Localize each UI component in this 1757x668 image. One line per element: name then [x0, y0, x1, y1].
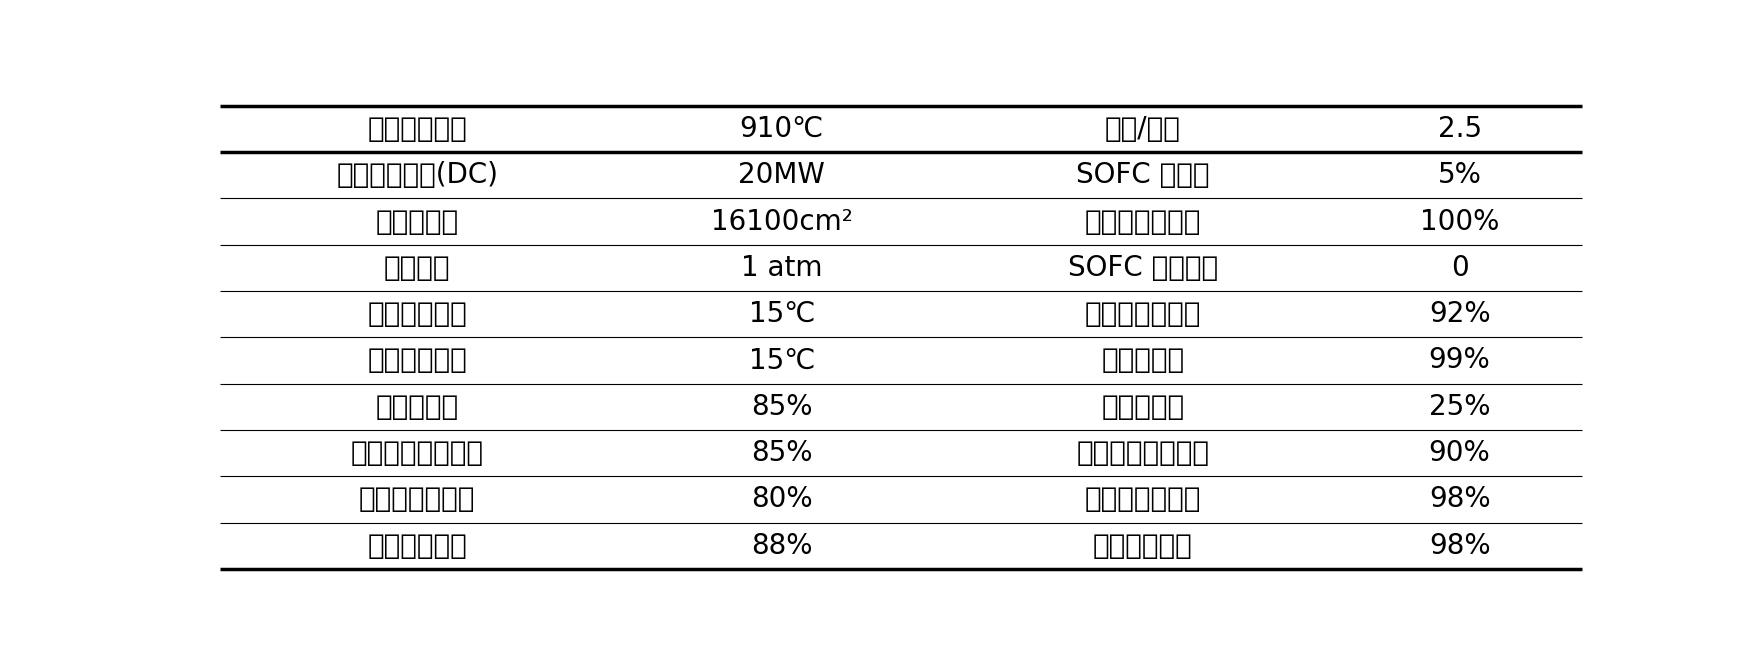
Text: 25%: 25% — [1428, 393, 1490, 421]
Text: 910℃: 910℃ — [740, 115, 824, 143]
Text: 88%: 88% — [750, 532, 812, 560]
Text: 蒸汽/碳比: 蒸汽/碳比 — [1103, 115, 1181, 143]
Text: 85%: 85% — [750, 393, 812, 421]
Text: 电池工作温度: 电池工作温度 — [367, 115, 467, 143]
Text: 汽轮机低压缸效率: 汽轮机低压缸效率 — [1075, 439, 1209, 467]
Text: 20MW: 20MW — [738, 161, 824, 189]
Text: 运行压力: 运行压力 — [383, 254, 450, 282]
Text: 电池堆面积: 电池堆面积 — [376, 208, 459, 236]
Text: SOFC 压力损失: SOFC 压力损失 — [1066, 254, 1218, 282]
Text: 90%: 90% — [1428, 439, 1490, 467]
Text: 透平机械效率: 透平机械效率 — [1093, 532, 1191, 560]
Text: 15℃: 15℃ — [748, 300, 815, 328]
Text: 直交流转换效率: 直交流转换效率 — [1084, 300, 1200, 328]
Text: 0: 0 — [1450, 254, 1467, 282]
Text: 2.5: 2.5 — [1437, 115, 1481, 143]
Text: 98%: 98% — [1428, 486, 1490, 514]
Text: 100%: 100% — [1420, 208, 1499, 236]
Text: 燃料入口温度: 燃料入口温度 — [367, 300, 467, 328]
Text: 空气入口温度: 空气入口温度 — [367, 347, 467, 375]
Text: 压缩机机械效率: 压缩机机械效率 — [1084, 486, 1200, 514]
Text: 汽轮机高压缸效率: 汽轮机高压缸效率 — [351, 439, 483, 467]
Text: 16100cm²: 16100cm² — [710, 208, 852, 236]
Text: 99%: 99% — [1428, 347, 1490, 375]
Text: 透平膨胀效率: 透平膨胀效率 — [367, 532, 467, 560]
Text: 后燃室燃烧效率: 后燃室燃烧效率 — [1084, 208, 1200, 236]
Text: 燃料利用率: 燃料利用率 — [376, 393, 459, 421]
Text: 发电机效率: 发电机效率 — [1100, 347, 1184, 375]
Text: 电池输出功率(DC): 电池输出功率(DC) — [336, 161, 497, 189]
Text: 15℃: 15℃ — [748, 347, 815, 375]
Text: SOFC 热损失: SOFC 热损失 — [1075, 161, 1209, 189]
Text: 1 atm: 1 atm — [741, 254, 822, 282]
Text: 压缩机绝热效率: 压缩机绝热效率 — [358, 486, 474, 514]
Text: 80%: 80% — [750, 486, 812, 514]
Text: 5%: 5% — [1437, 161, 1481, 189]
Text: 85%: 85% — [750, 439, 812, 467]
Text: 空气利用率: 空气利用率 — [1100, 393, 1184, 421]
Text: 92%: 92% — [1428, 300, 1490, 328]
Text: 98%: 98% — [1428, 532, 1490, 560]
